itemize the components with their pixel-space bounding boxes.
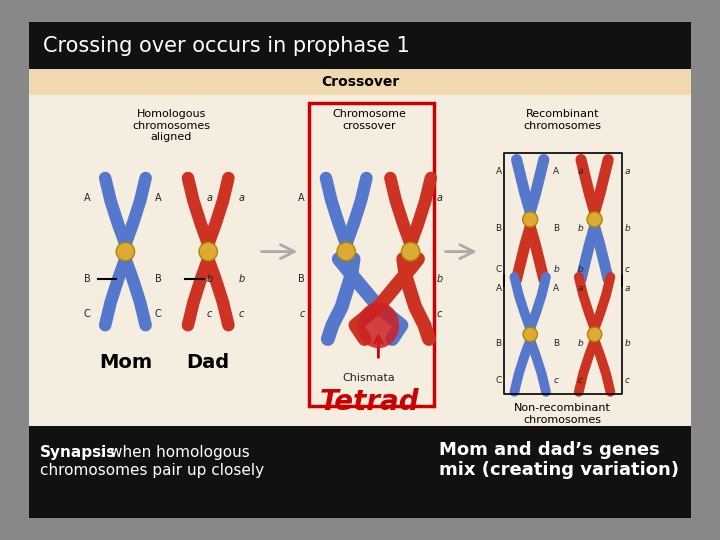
Text: c: c	[553, 376, 558, 385]
Text: Mom and dad’s genes: Mom and dad’s genes	[439, 441, 660, 459]
Text: A: A	[298, 193, 305, 203]
Text: C: C	[495, 266, 502, 274]
Circle shape	[199, 242, 217, 261]
Text: Chromosome
crossover: Chromosome crossover	[332, 109, 406, 131]
Text: Synapsis: Synapsis	[40, 445, 116, 460]
Text: a: a	[207, 193, 212, 203]
Text: c: c	[578, 376, 583, 385]
Circle shape	[116, 242, 135, 261]
Text: c: c	[625, 376, 630, 385]
Circle shape	[588, 327, 602, 342]
Text: A: A	[155, 193, 161, 203]
FancyBboxPatch shape	[24, 17, 696, 523]
Ellipse shape	[358, 302, 399, 348]
Text: a: a	[578, 167, 583, 176]
Text: c: c	[207, 309, 212, 319]
Text: Chismata: Chismata	[343, 373, 395, 383]
Text: b: b	[625, 224, 631, 233]
Circle shape	[523, 327, 537, 342]
Text: a: a	[625, 284, 631, 293]
Bar	[29, 70, 691, 95]
Text: Tetrad: Tetrad	[320, 388, 419, 416]
Text: A: A	[84, 193, 91, 203]
Text: b: b	[436, 274, 443, 284]
Text: A: A	[495, 284, 502, 293]
Bar	[29, 95, 691, 427]
Text: A: A	[495, 167, 502, 176]
Text: a: a	[238, 193, 245, 203]
Bar	[310, 103, 433, 406]
Text: C: C	[84, 309, 91, 319]
Text: B: B	[495, 224, 502, 233]
Text: c: c	[238, 309, 244, 319]
Text: b: b	[238, 274, 245, 284]
Text: B: B	[495, 339, 502, 348]
Text: : when homologous: : when homologous	[99, 445, 249, 460]
Text: chromosomes pair up closely: chromosomes pair up closely	[40, 463, 264, 478]
Text: Non-recombinant
chromosomes: Non-recombinant chromosomes	[514, 403, 611, 425]
Text: B: B	[298, 274, 305, 284]
Text: a: a	[436, 193, 442, 203]
Text: B: B	[553, 224, 559, 233]
Text: c: c	[625, 266, 630, 274]
Text: C: C	[495, 376, 502, 385]
Text: a: a	[578, 284, 583, 293]
Text: C: C	[155, 309, 161, 319]
Text: b: b	[578, 266, 584, 274]
Text: mix (creating variation): mix (creating variation)	[439, 461, 680, 480]
Text: A: A	[553, 284, 559, 293]
Text: Homologous
chromosomes
aligned: Homologous chromosomes aligned	[132, 109, 210, 142]
Text: B: B	[155, 274, 161, 284]
Text: b: b	[578, 339, 584, 348]
Text: Crossing over occurs in prophase 1: Crossing over occurs in prophase 1	[42, 36, 410, 56]
Circle shape	[402, 242, 420, 261]
Circle shape	[523, 212, 538, 227]
Bar	[29, 427, 691, 518]
Text: B: B	[84, 274, 91, 284]
Text: Crossover: Crossover	[321, 75, 399, 89]
Circle shape	[587, 212, 602, 227]
Bar	[29, 22, 691, 70]
Text: A: A	[553, 167, 559, 176]
Circle shape	[337, 242, 356, 261]
Text: b: b	[578, 224, 584, 233]
Text: Recombinant
chromosomes: Recombinant chromosomes	[523, 109, 601, 131]
Text: c: c	[300, 309, 305, 319]
Text: a: a	[625, 167, 631, 176]
Text: Mom: Mom	[99, 353, 152, 372]
Text: B: B	[553, 339, 559, 348]
Text: b: b	[625, 339, 631, 348]
Text: c: c	[436, 309, 442, 319]
Text: b: b	[553, 266, 559, 274]
Text: Dad: Dad	[186, 353, 230, 372]
Text: b: b	[207, 274, 212, 284]
